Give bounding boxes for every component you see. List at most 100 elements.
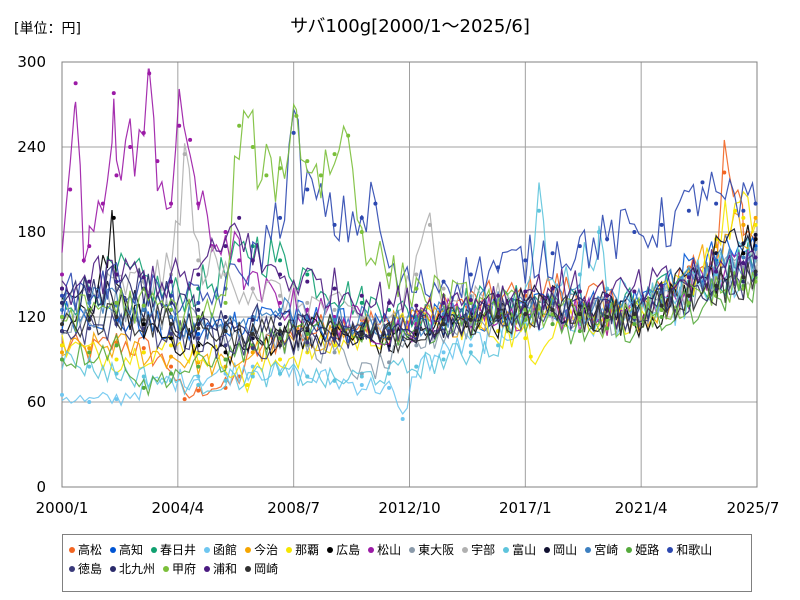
data-point [196, 326, 201, 331]
legend-item: 北九州 [110, 561, 155, 576]
data-point [359, 374, 364, 379]
legend-label: 富山 [512, 543, 537, 557]
data-point [359, 315, 364, 319]
data-point [111, 215, 116, 220]
data-point [605, 293, 610, 298]
legend-marker [327, 546, 334, 553]
data-point [577, 329, 582, 334]
data-point [659, 315, 664, 319]
data-point [714, 201, 719, 206]
data-point [141, 346, 146, 351]
data-point [60, 357, 64, 362]
data-point [250, 346, 255, 351]
legend-item: 徳島 [69, 561, 102, 576]
data-point [596, 230, 601, 234]
legend-marker [110, 565, 117, 572]
data-point [332, 222, 337, 227]
data-point [400, 417, 405, 421]
data-point [577, 244, 582, 249]
legend-label: 那覇 [295, 543, 320, 557]
data-point [177, 123, 182, 128]
data-point [741, 279, 746, 284]
legend-grid: 高松 高知 春日井 函館 今治 那覇 広島 松山 東大阪 宇部 富山 岡山 宮崎 姫路 和歌山 徳島 北九州 甲府… [69, 542, 747, 576]
data-point [114, 272, 119, 277]
data-point [223, 378, 228, 383]
data-point [196, 336, 201, 341]
data-point [250, 374, 255, 379]
legend-label: 東大阪 [418, 543, 455, 557]
data-point [332, 317, 337, 322]
data-point [741, 208, 746, 213]
data-point [223, 300, 228, 305]
data-point [305, 374, 310, 379]
data-point [73, 81, 78, 86]
data-point [414, 286, 419, 291]
data-point [441, 322, 446, 327]
data-point [60, 286, 64, 291]
data-point [741, 251, 746, 256]
legend-item: 那覇 [286, 542, 319, 557]
data-point [278, 215, 283, 220]
data-point [169, 322, 174, 327]
data-point [332, 307, 337, 312]
data-point [387, 371, 392, 376]
data-point [741, 215, 746, 220]
legend-item: 岡崎 [245, 561, 278, 576]
legend-marker [626, 546, 633, 553]
data-point [250, 350, 255, 355]
data-point [278, 300, 283, 305]
data-point [182, 397, 187, 402]
legend-item: 甲府 [163, 561, 196, 576]
data-point [60, 343, 64, 348]
data-point [278, 329, 283, 334]
data-point [468, 317, 473, 322]
data-point [305, 329, 310, 334]
data-point [250, 286, 255, 291]
data-point [577, 289, 582, 294]
data-point [155, 159, 160, 164]
data-point [659, 222, 664, 227]
x-tick-label: 2012/10 [378, 499, 440, 517]
data-point [722, 170, 727, 175]
data-point [387, 385, 392, 390]
legend-label: 高松 [78, 543, 103, 557]
x-tick-label: 2017/1 [499, 499, 552, 517]
data-point [753, 215, 758, 220]
data-point [387, 307, 392, 312]
legend-label: 高知 [119, 543, 144, 557]
data-point [741, 241, 746, 246]
data-point [141, 307, 146, 312]
data-point [278, 371, 283, 376]
data-point [414, 272, 419, 277]
data-point [373, 201, 378, 206]
data-point [550, 322, 555, 327]
data-point [468, 272, 473, 277]
data-point [305, 159, 310, 164]
data-point [237, 123, 242, 128]
y-tick-label: 120 [17, 308, 46, 326]
legend-label: 甲府 [172, 562, 197, 576]
data-point [114, 371, 119, 376]
data-point [387, 300, 392, 305]
y-tick-label: 240 [17, 138, 46, 156]
data-point [250, 258, 255, 263]
data-point [60, 329, 64, 334]
data-point [278, 336, 283, 341]
data-point [387, 329, 392, 334]
data-point [278, 166, 283, 171]
data-point [753, 222, 758, 227]
legend-item: 松山 [368, 542, 401, 557]
x-tick-label: 2004/4 [151, 499, 204, 517]
data-point [305, 340, 310, 345]
data-point [223, 329, 228, 334]
data-point [550, 286, 555, 291]
x-tick-label: 2021/4 [615, 499, 668, 517]
data-point [196, 388, 201, 393]
data-point [196, 383, 201, 387]
data-point [87, 346, 92, 351]
data-point [359, 383, 364, 387]
data-point [387, 336, 392, 341]
data-point [632, 289, 637, 294]
legend-item: 高知 [110, 542, 143, 557]
